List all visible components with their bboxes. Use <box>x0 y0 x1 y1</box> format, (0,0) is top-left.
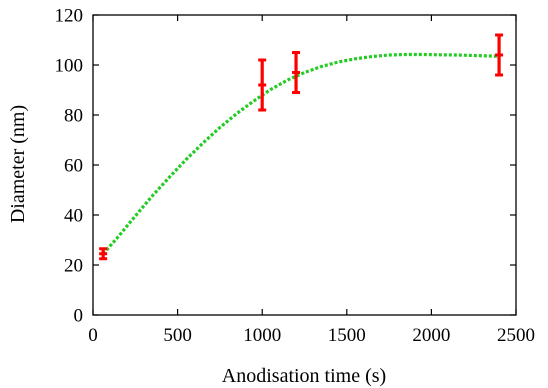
y-tick-label: 100 <box>55 56 84 77</box>
error-bars <box>99 33 504 261</box>
x-axis-label: Anodisation time (s) <box>222 365 386 387</box>
x-tick-label: 1500 <box>328 325 366 346</box>
axis-tick-labels: 0 500 1000 1500 2000 2500 0 20 40 60 80 100 120 <box>55 6 536 347</box>
x-tick-label: 500 <box>163 325 192 346</box>
plot-border <box>92 14 517 316</box>
fit-curve-line <box>101 52 500 255</box>
x-tick-label: 0 <box>88 325 98 346</box>
x-tick-label: 2000 <box>412 325 450 346</box>
y-tick-label: 20 <box>64 256 83 277</box>
y-tick-label: 0 <box>74 306 84 327</box>
y-tick-label: 60 <box>64 156 83 177</box>
fit-curve <box>101 52 500 255</box>
plot-frame <box>92 14 517 316</box>
x-tick-label: 2500 <box>497 325 535 346</box>
data-point <box>258 58 267 112</box>
y-tick-label: 40 <box>64 206 83 227</box>
axis-ticks <box>92 14 517 316</box>
y-tick-label: 80 <box>64 106 83 127</box>
x-tick-label: 1000 <box>243 325 281 346</box>
data-point <box>292 51 301 94</box>
y-tick-label: 120 <box>55 6 84 27</box>
data-point <box>99 247 108 261</box>
data-point <box>495 33 504 77</box>
y-axis-label: Diameter (nm) <box>7 105 29 223</box>
